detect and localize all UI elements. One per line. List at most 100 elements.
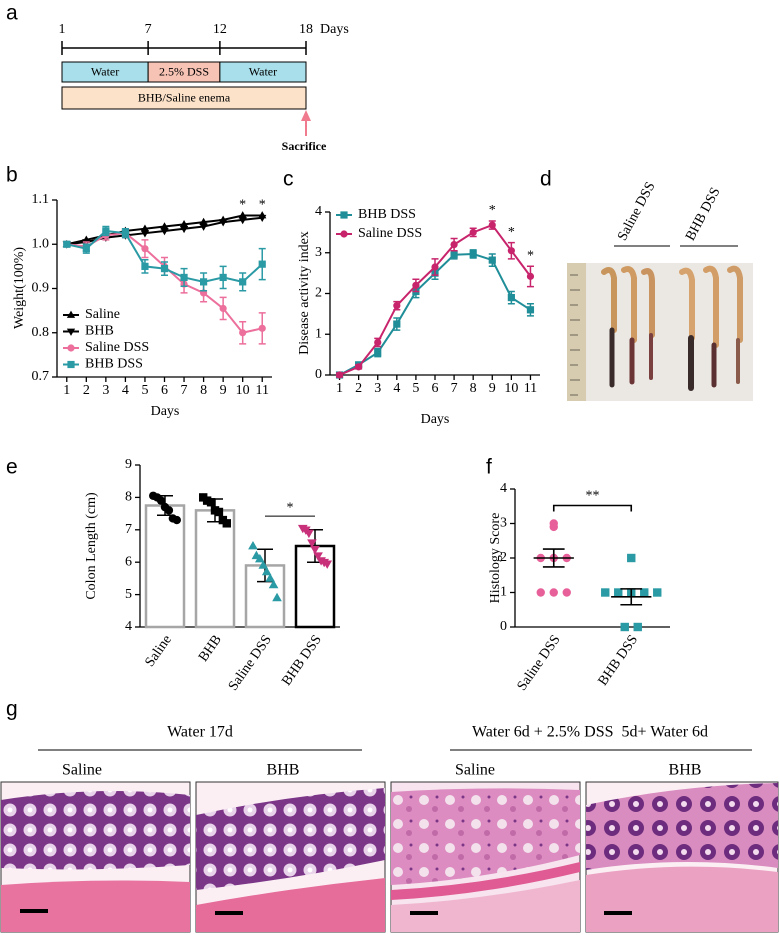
y-tick-label: 0.7: [32, 369, 50, 384]
endpoint-label: Sacrifice: [282, 139, 327, 153]
legend-marker: [66, 328, 76, 336]
data-point: [614, 588, 623, 597]
data-point: [268, 579, 279, 589]
x-tick-label: 4: [393, 381, 400, 396]
phase-label: Water: [91, 64, 119, 78]
y-tick-label: 1.1: [32, 192, 50, 207]
legend-label: BHB DSS: [358, 207, 416, 222]
ruler: [567, 263, 586, 401]
ruler-ticks: [570, 274, 580, 396]
histology-image: [585, 781, 779, 933]
x-tick-label: 10: [236, 383, 250, 398]
data-point: [536, 588, 545, 597]
data-point: [140, 224, 150, 232]
x-tick-label: BHB DSS: [596, 633, 642, 689]
data-point: [63, 240, 71, 248]
bar: [144, 504, 186, 629]
data-point: [222, 519, 231, 528]
legend-marker: [67, 360, 75, 369]
data-point: [526, 306, 535, 314]
x-tick-label: 9: [220, 383, 227, 398]
data-point: [180, 273, 188, 282]
data-point: [141, 245, 149, 253]
panel-label: e: [6, 456, 18, 479]
y-tick-label: 0: [315, 367, 322, 382]
data-point: [258, 260, 266, 268]
submucosa: [391, 880, 580, 932]
x-tick-label: 1: [63, 383, 70, 398]
data-point: [218, 219, 228, 227]
x-tick-label: Saline: [143, 633, 175, 670]
y-tick-label: 0.8: [32, 325, 50, 340]
colon: [641, 268, 655, 338]
data-point: [469, 250, 477, 258]
data-point: [272, 592, 282, 602]
x-tick-label: 5: [412, 381, 419, 396]
data-point: [258, 214, 267, 223]
image-label: BHB: [267, 762, 300, 779]
y-tick-label: 2: [315, 286, 322, 301]
legend-marker: [66, 310, 76, 318]
mucosa: [586, 783, 778, 870]
data-point: [562, 588, 571, 597]
data-point: [141, 262, 149, 270]
x-tick-label: 8: [470, 381, 477, 396]
panel-label: c: [283, 168, 294, 191]
x-tick-label: 10: [504, 381, 518, 396]
data-point: [172, 515, 181, 525]
x-tick-label: 9: [489, 381, 496, 396]
significance: **: [586, 489, 600, 504]
treatment-label: BHB/Saline enema: [138, 90, 231, 104]
y-axis-label: Colon Length (cm): [84, 492, 99, 600]
data-point: [82, 245, 90, 253]
legend-label: Saline: [85, 307, 120, 322]
y-axis-label: Histology Score: [488, 513, 503, 604]
data-point: [488, 221, 496, 229]
data-point: [526, 272, 535, 280]
data-point: [374, 348, 382, 357]
y-tick-label: 4: [500, 481, 507, 496]
x-tick-label: 6: [432, 381, 439, 396]
y-tick-label: 8: [125, 490, 132, 505]
x-axis-label: Days: [421, 412, 450, 427]
data-point: [179, 225, 189, 234]
data-point: [261, 566, 272, 576]
muscle: [1, 880, 190, 932]
data-point: [310, 545, 320, 555]
data-point: [335, 371, 344, 379]
x-tick-label: 2: [355, 381, 362, 396]
scale-bar: [604, 911, 632, 915]
data-point: [412, 281, 420, 289]
data-point: [431, 263, 439, 271]
y-tick-label: 0.9: [32, 281, 50, 296]
significance: *: [508, 225, 515, 240]
colon: [601, 267, 617, 333]
legend-marker: [67, 344, 75, 352]
data-point: [601, 588, 610, 597]
submucosa: [586, 866, 778, 932]
x-tick-label: 7: [451, 381, 458, 396]
y-tick-label: 5: [125, 587, 132, 602]
data-point: [156, 496, 166, 505]
mucosa: [1, 791, 190, 870]
comparison-bracket: [552, 504, 633, 512]
photo-label: Saline DSS: [615, 180, 658, 244]
significance: *: [239, 198, 246, 213]
x-tick-label: 2: [83, 383, 90, 398]
data-point: [121, 229, 130, 237]
panel-label: b: [6, 164, 18, 187]
scale-bar: [20, 909, 48, 913]
scale-bar: [410, 911, 438, 915]
data-point: [160, 222, 169, 230]
phase-box: [219, 61, 307, 83]
x-tick-label: BHB DSS: [279, 633, 325, 689]
data-point: [179, 220, 189, 228]
data-point: [322, 560, 333, 569]
data-point: [627, 553, 636, 563]
timeline-day: 12: [213, 22, 227, 37]
data-point: [265, 573, 275, 582]
data-point: [549, 522, 558, 532]
data-point: [238, 217, 247, 225]
x-tick-label: 6: [161, 383, 168, 398]
